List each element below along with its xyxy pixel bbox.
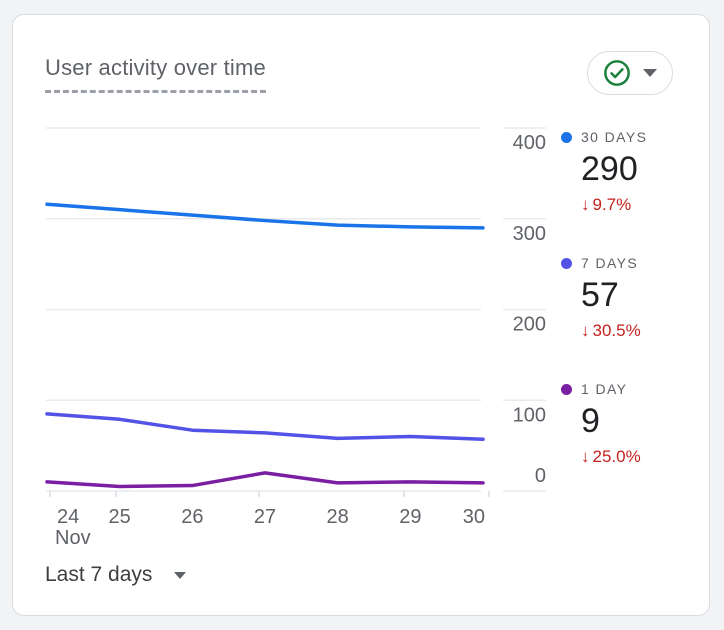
series-current-value: 9 bbox=[581, 402, 600, 440]
arrow-down-icon: ↓ bbox=[581, 321, 590, 340]
y-axis-label: 300 bbox=[513, 223, 546, 245]
series-delta: ↓ 25.0% bbox=[561, 445, 711, 469]
chart-legend: 30 DAYS 290 ↓ 9.7% 7 DAYS 57 ↓ 30.5% 1 DAY… bbox=[561, 127, 711, 505]
y-axis-label: 100 bbox=[513, 404, 546, 426]
series-dot-30-days bbox=[561, 131, 572, 143]
x-axis-label: 29 bbox=[399, 506, 421, 528]
x-axis-label: 24 bbox=[57, 506, 79, 528]
series-delta: ↓ 9.7% bbox=[561, 193, 711, 217]
x-axis-month-label: Nov bbox=[55, 527, 91, 549]
time-range-label: Last 7 days bbox=[45, 563, 153, 586]
x-axis-label: 26 bbox=[181, 506, 203, 528]
series-name: 7 DAYS bbox=[581, 255, 639, 271]
series-current-value: 290 bbox=[581, 150, 638, 188]
legend-item-1-day: 1 DAY 9 ↓ 25.0% bbox=[561, 379, 711, 469]
user-activity-chart[interactable]: 0 100 200 300 400 24 25 26 27 28 29 30 Nov bbox=[31, 111, 561, 551]
series-current-value: 57 bbox=[581, 276, 619, 314]
chevron-down-icon bbox=[174, 571, 187, 579]
series-name: 30 DAYS bbox=[581, 129, 648, 145]
x-axis-label: 30 bbox=[463, 506, 485, 528]
legend-item-7-days: 7 DAYS 57 ↓ 30.5% bbox=[561, 253, 711, 343]
x-axis-label: 28 bbox=[327, 506, 349, 528]
chevron-down-icon bbox=[643, 69, 657, 77]
data-quality-button[interactable] bbox=[587, 51, 673, 95]
series-delta: ↓ 30.5% bbox=[561, 319, 711, 343]
series-line-7-days bbox=[45, 412, 485, 442]
card-title: User activity over time bbox=[45, 55, 266, 93]
user-activity-card: User activity over time 0 100 200 300 400 24 2… bbox=[12, 14, 710, 616]
x-axis-label: 27 bbox=[254, 506, 276, 528]
y-axis-label: 200 bbox=[513, 314, 546, 336]
y-axis-label: 400 bbox=[513, 132, 546, 154]
series-name: 1 DAY bbox=[581, 381, 628, 397]
time-range-selector[interactable]: Last 7 days bbox=[43, 561, 188, 589]
check-circle-icon bbox=[603, 59, 631, 87]
series-dot-1-day bbox=[561, 383, 572, 395]
x-axis-label: 25 bbox=[109, 506, 131, 528]
arrow-down-icon: ↓ bbox=[581, 447, 590, 466]
legend-item-30-days: 30 DAYS 290 ↓ 9.7% bbox=[561, 127, 711, 217]
series-delta-value: 30.5% bbox=[592, 321, 641, 340]
series-dot-7-days bbox=[561, 257, 572, 269]
series-line-1-day bbox=[45, 471, 485, 489]
arrow-down-icon: ↓ bbox=[581, 195, 590, 214]
series-delta-value: 25.0% bbox=[592, 447, 641, 466]
series-delta-value: 9.7% bbox=[592, 195, 632, 214]
y-axis-label: 0 bbox=[535, 465, 546, 487]
series-line-30-days bbox=[45, 202, 485, 230]
